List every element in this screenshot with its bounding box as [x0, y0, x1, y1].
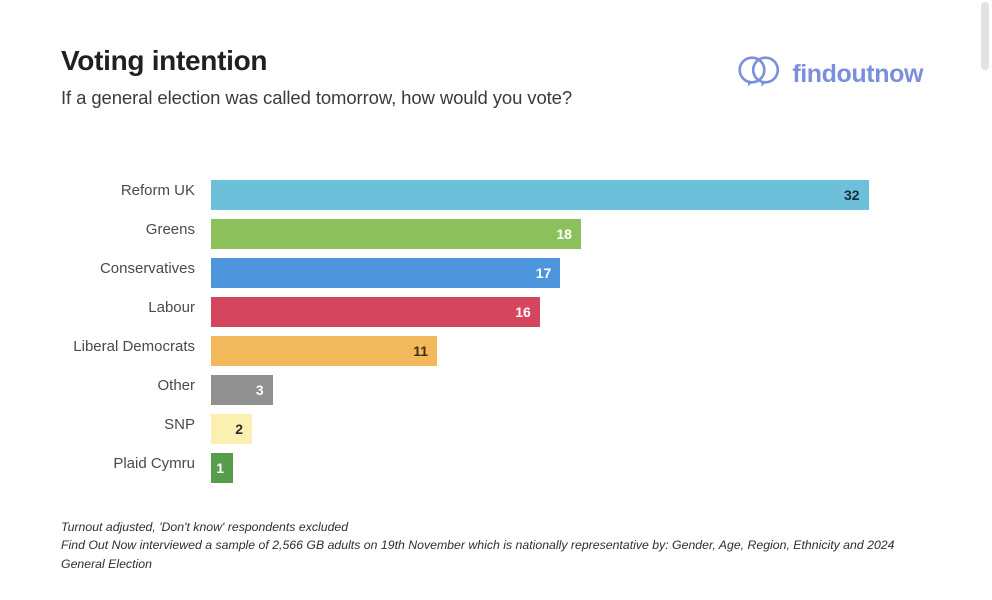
bar-value-label: 1: [216, 460, 224, 476]
bar-row: SNP 2: [0, 410, 992, 449]
bar: 18: [211, 219, 581, 249]
bar-label: Reform UK: [120, 182, 195, 199]
bar-value-label: 11: [413, 343, 429, 359]
bar-value-label: 32: [844, 187, 860, 203]
bar-label: Labour: [148, 299, 195, 316]
two-overlapping-speech-bubbles-icon: [737, 55, 781, 94]
scrollbar-thumb[interactable]: [981, 2, 989, 70]
bar: 11: [211, 336, 438, 366]
bar-row: Labour 16: [0, 293, 992, 332]
footnote-line-2: Find Out Now interviewed a sample of 2,5…: [61, 538, 895, 571]
bar-value-label: 2: [235, 421, 244, 437]
bar-track: 2: [211, 414, 253, 444]
bar: 3: [211, 375, 273, 405]
bar-value-label: 18: [556, 226, 572, 242]
bar-row: Greens 18: [0, 215, 992, 254]
bar-track: 1: [211, 453, 233, 483]
vertical-scrollbar[interactable]: [977, 0, 992, 600]
bar-row: Liberal Democrats 11: [0, 332, 992, 371]
bar: 16: [211, 297, 540, 327]
chart-subtitle: If a general election was called tomorro…: [61, 86, 573, 108]
bar: 2: [211, 414, 253, 444]
bar: 32: [211, 180, 869, 210]
bar-row: Reform UK 32: [0, 176, 992, 215]
bar-row: Plaid Cymru 1: [0, 449, 992, 488]
bar: 17: [211, 258, 561, 288]
bar-track: 3: [211, 375, 273, 405]
bar-label: Plaid Cymru: [113, 455, 195, 472]
bar-label: Other: [157, 377, 195, 394]
page-title: Voting intention: [61, 45, 268, 76]
voting-intention-bar-chart: Reform UK 32 Greens 18 Conservatives 17 Labour…: [0, 176, 992, 488]
chart-header: Voting intention If a general election w…: [61, 45, 931, 110]
bar-row: Other 3: [0, 371, 992, 410]
brand-logo: findoutnow: [737, 55, 923, 94]
bar: 1: [211, 453, 233, 483]
chart-footnote: Turnout adjusted, 'Don't know' responden…: [61, 518, 936, 573]
brand-name: findoutnow: [792, 60, 923, 88]
bar-value-label: 16: [515, 304, 531, 320]
footnote-line-1: Turnout adjusted, 'Don't know' responden…: [61, 520, 349, 534]
bar-label: Greens: [145, 221, 195, 238]
bar-value-label: 3: [255, 382, 264, 398]
bar-label: Liberal Democrats: [73, 338, 195, 355]
bar-label: SNP: [164, 416, 195, 433]
bar-track: 32: [211, 180, 869, 210]
bar-label: Conservatives: [99, 260, 195, 277]
bar-value-label: 17: [535, 265, 552, 281]
bar-track: 17: [211, 258, 561, 288]
bar-track: 11: [211, 336, 438, 366]
bar-track: 18: [211, 219, 581, 249]
bar-row: Conservatives 17: [0, 254, 992, 293]
bar-track: 16: [211, 297, 540, 327]
